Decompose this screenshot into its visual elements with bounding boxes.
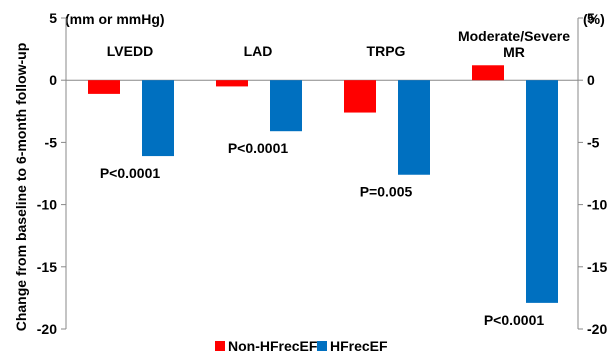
bar-hfrecef — [270, 80, 302, 132]
bar-hfrecef — [142, 80, 174, 157]
legend-label: HFrecEF — [330, 338, 388, 354]
right-unit-label: (%) — [583, 11, 605, 27]
category-label: MR — [503, 44, 525, 60]
p-value-labels: P<0.0001 P<0.0001 P=0.005 P<0.0001 — [100, 140, 545, 328]
right-tick-label: -10 — [587, 197, 607, 213]
left-tick-label: -15 — [37, 259, 57, 275]
category-label: Moderate/Severe — [458, 28, 570, 44]
legend-swatch — [215, 341, 225, 351]
y-axis-label: Change from baseline to 6-month follow-u… — [13, 43, 29, 332]
right-tick-label: 5 — [587, 10, 595, 26]
bar-hfrecef — [526, 80, 558, 303]
left-tick-label: -5 — [45, 134, 58, 150]
p-value-label: P=0.005 — [360, 184, 413, 200]
category-label: TRPG — [367, 43, 406, 59]
left-tick-label: 0 — [49, 72, 57, 88]
category-label: LVEDD — [107, 43, 153, 59]
legend-swatch — [317, 341, 327, 351]
p-value-label: P<0.0001 — [100, 165, 161, 181]
p-value-label: P<0.0001 — [228, 140, 289, 156]
left-tick-label: -20 — [37, 321, 57, 337]
left-unit-label: (mm or mmHg) — [65, 11, 165, 27]
p-value-label: P<0.0001 — [484, 312, 545, 328]
bar-non-hfrecef — [344, 80, 376, 113]
right-tick-label: -5 — [587, 134, 600, 150]
left-tick-label: 5 — [49, 10, 57, 26]
legend-label: Non-HFrecEF — [228, 338, 318, 354]
bar-non-hfrecef — [88, 80, 120, 94]
bar-hfrecef — [398, 80, 430, 175]
category-label: LAD — [244, 43, 273, 59]
left-tick-label: -10 — [37, 197, 57, 213]
bar-non-hfrecef — [216, 80, 248, 87]
legend: Non-HFrecEF HFrecEF — [215, 338, 388, 354]
right-tick-label: -15 — [587, 259, 607, 275]
right-tick-label: -20 — [587, 321, 607, 337]
bars — [88, 65, 558, 303]
bar-non-hfrecef — [472, 65, 504, 81]
right-tick-label: 0 — [587, 72, 595, 88]
